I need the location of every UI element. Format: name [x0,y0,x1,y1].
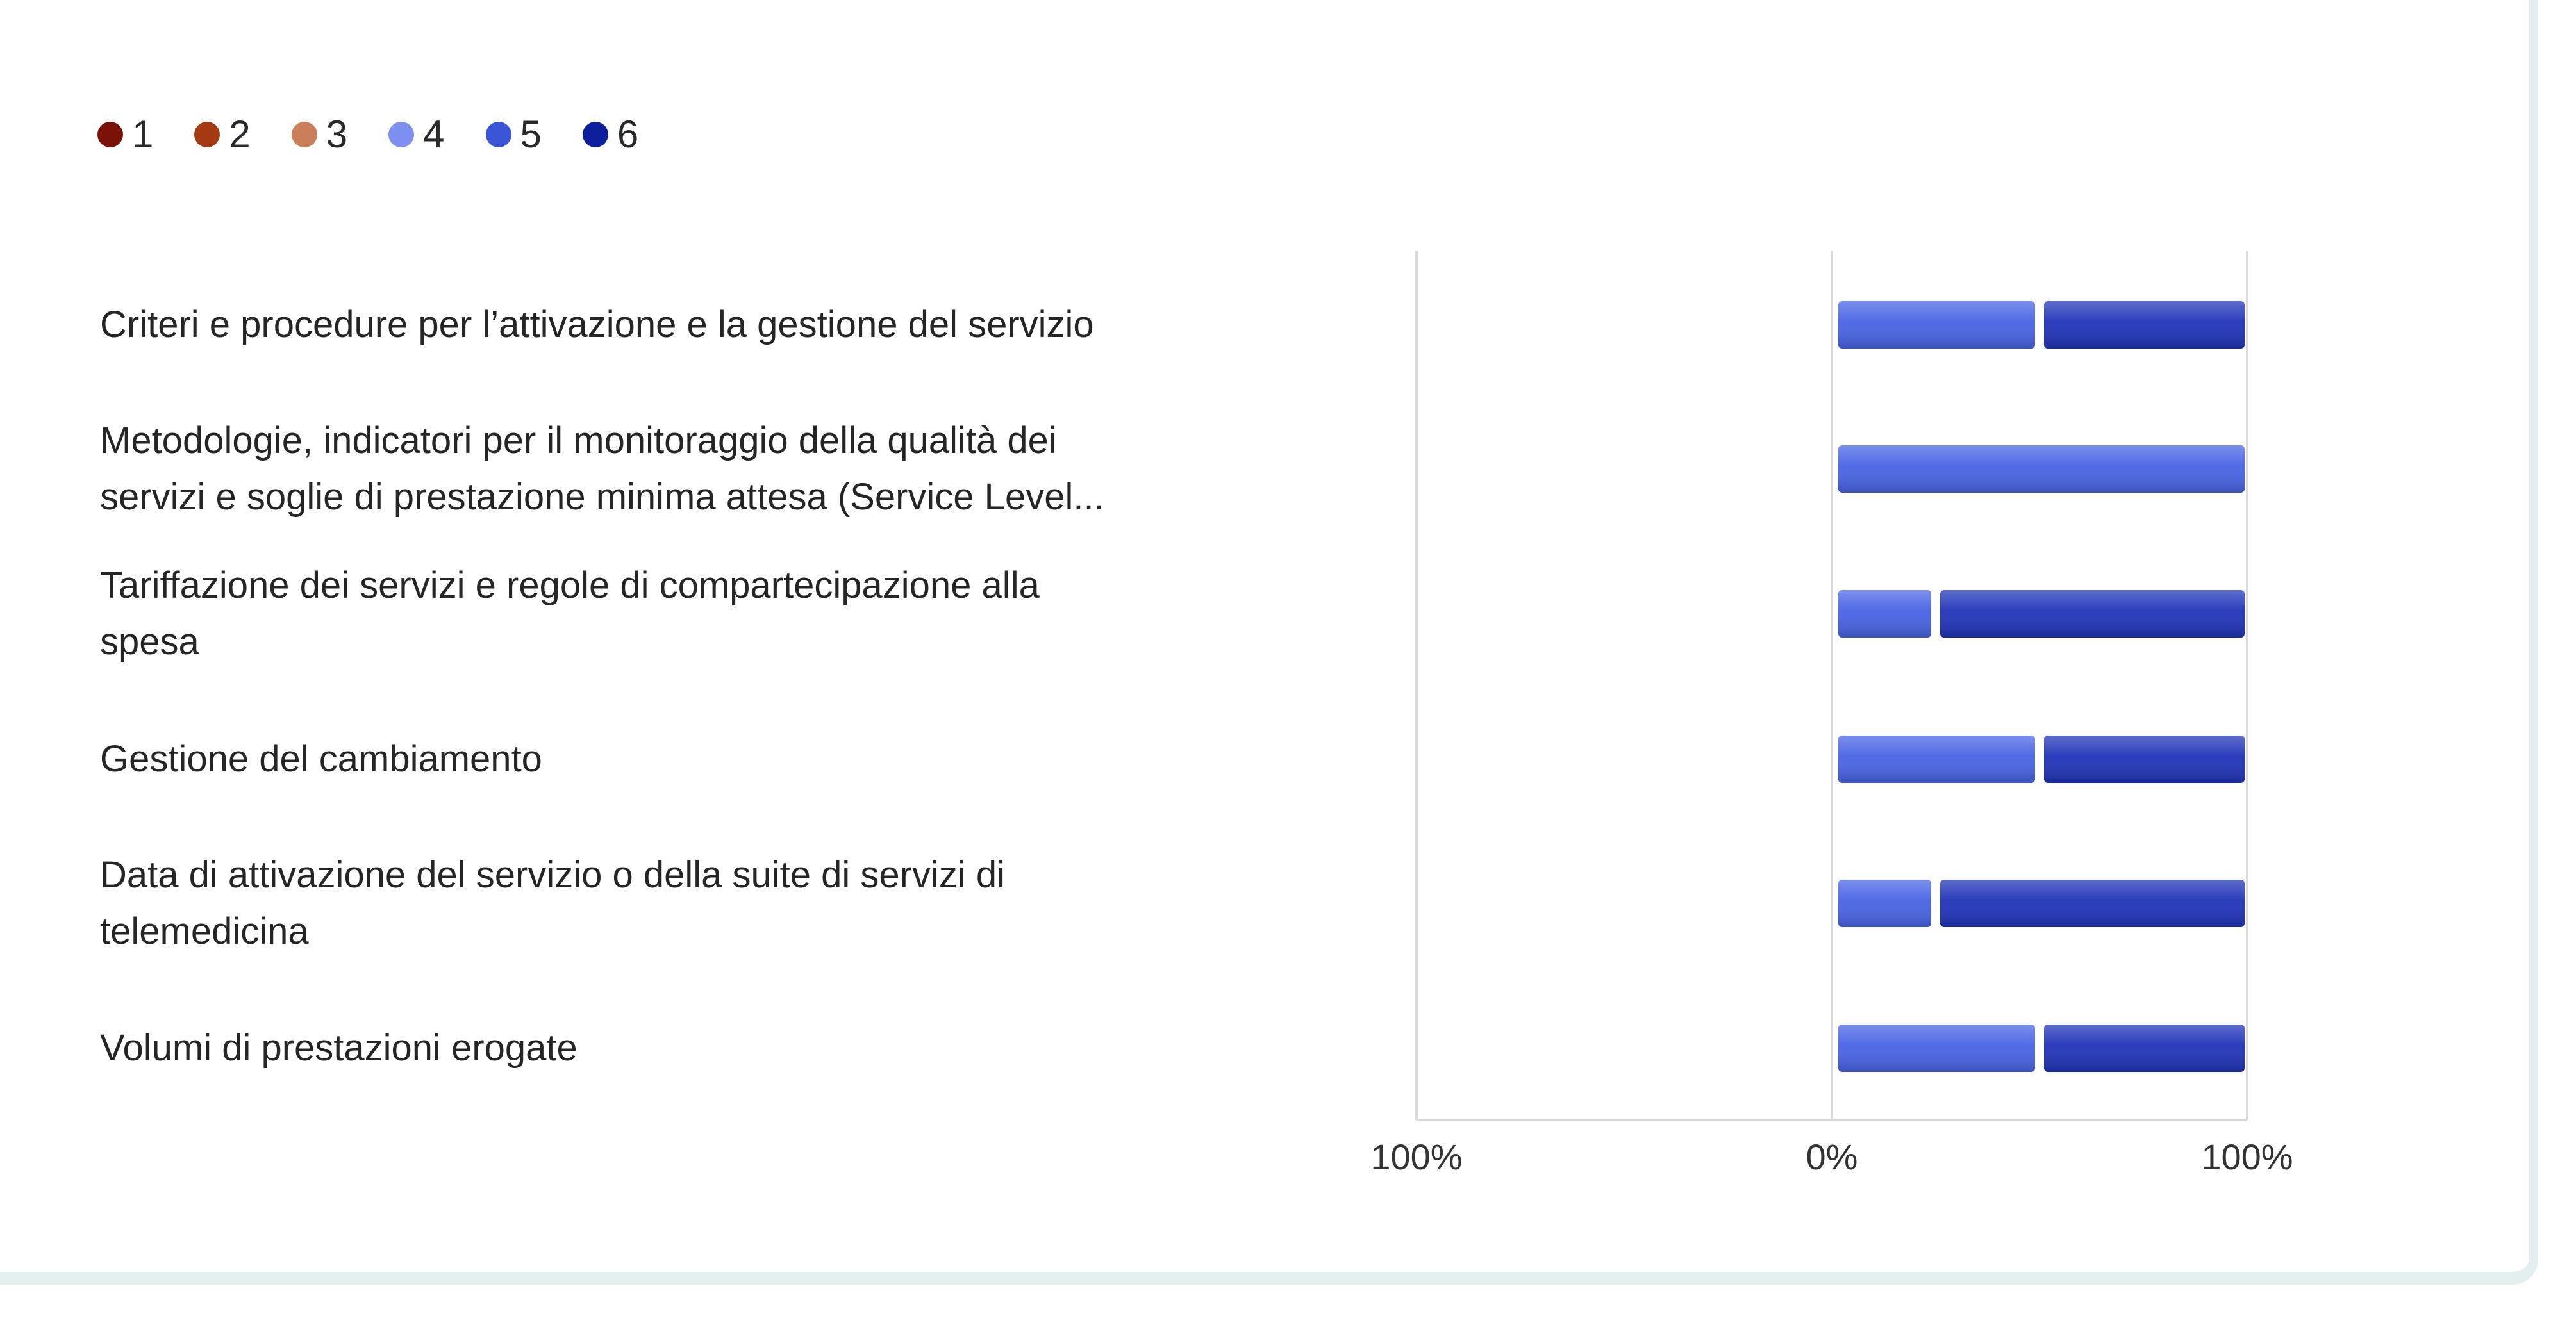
legend-swatch [582,122,608,147]
category-label: Criteri e procedure per l’attivazione e … [100,304,1094,345]
legend-label: 3 [326,113,348,156]
category-label: Tariffazione dei servizi e regole di com… [100,564,1040,662]
category-label: Data di attivazione del servizio o della… [100,854,1006,952]
legend-swatch [194,122,220,147]
legend-label: 2 [229,113,251,156]
legend-swatch [97,122,123,147]
chart-card [0,0,2538,1285]
legend-label: 1 [132,113,154,156]
legend-item-4[interactable]: 4 [388,113,445,156]
legend-item-6[interactable]: 6 [582,113,639,156]
category-label: Metodologie, indicatori per il monitorag… [100,420,1104,518]
chart-legend: 1 2 3 4 5 6 [97,108,679,161]
legend-swatch [485,122,511,147]
category-label: Volumi di prestazioni erogate [100,1027,578,1069]
legend-item-5[interactable]: 5 [485,113,542,156]
legend-item-3[interactable]: 3 [291,113,348,156]
legend-item-1[interactable]: 1 [97,115,153,154]
legend-label: 5 [520,113,542,156]
legend-label: 4 [423,113,445,156]
legend-item-2[interactable]: 2 [194,113,251,156]
legend-swatch [388,122,415,147]
legend-label: 6 [617,113,639,156]
legend-swatch [291,122,317,147]
category-label: Gestione del cambiamento [100,738,542,780]
